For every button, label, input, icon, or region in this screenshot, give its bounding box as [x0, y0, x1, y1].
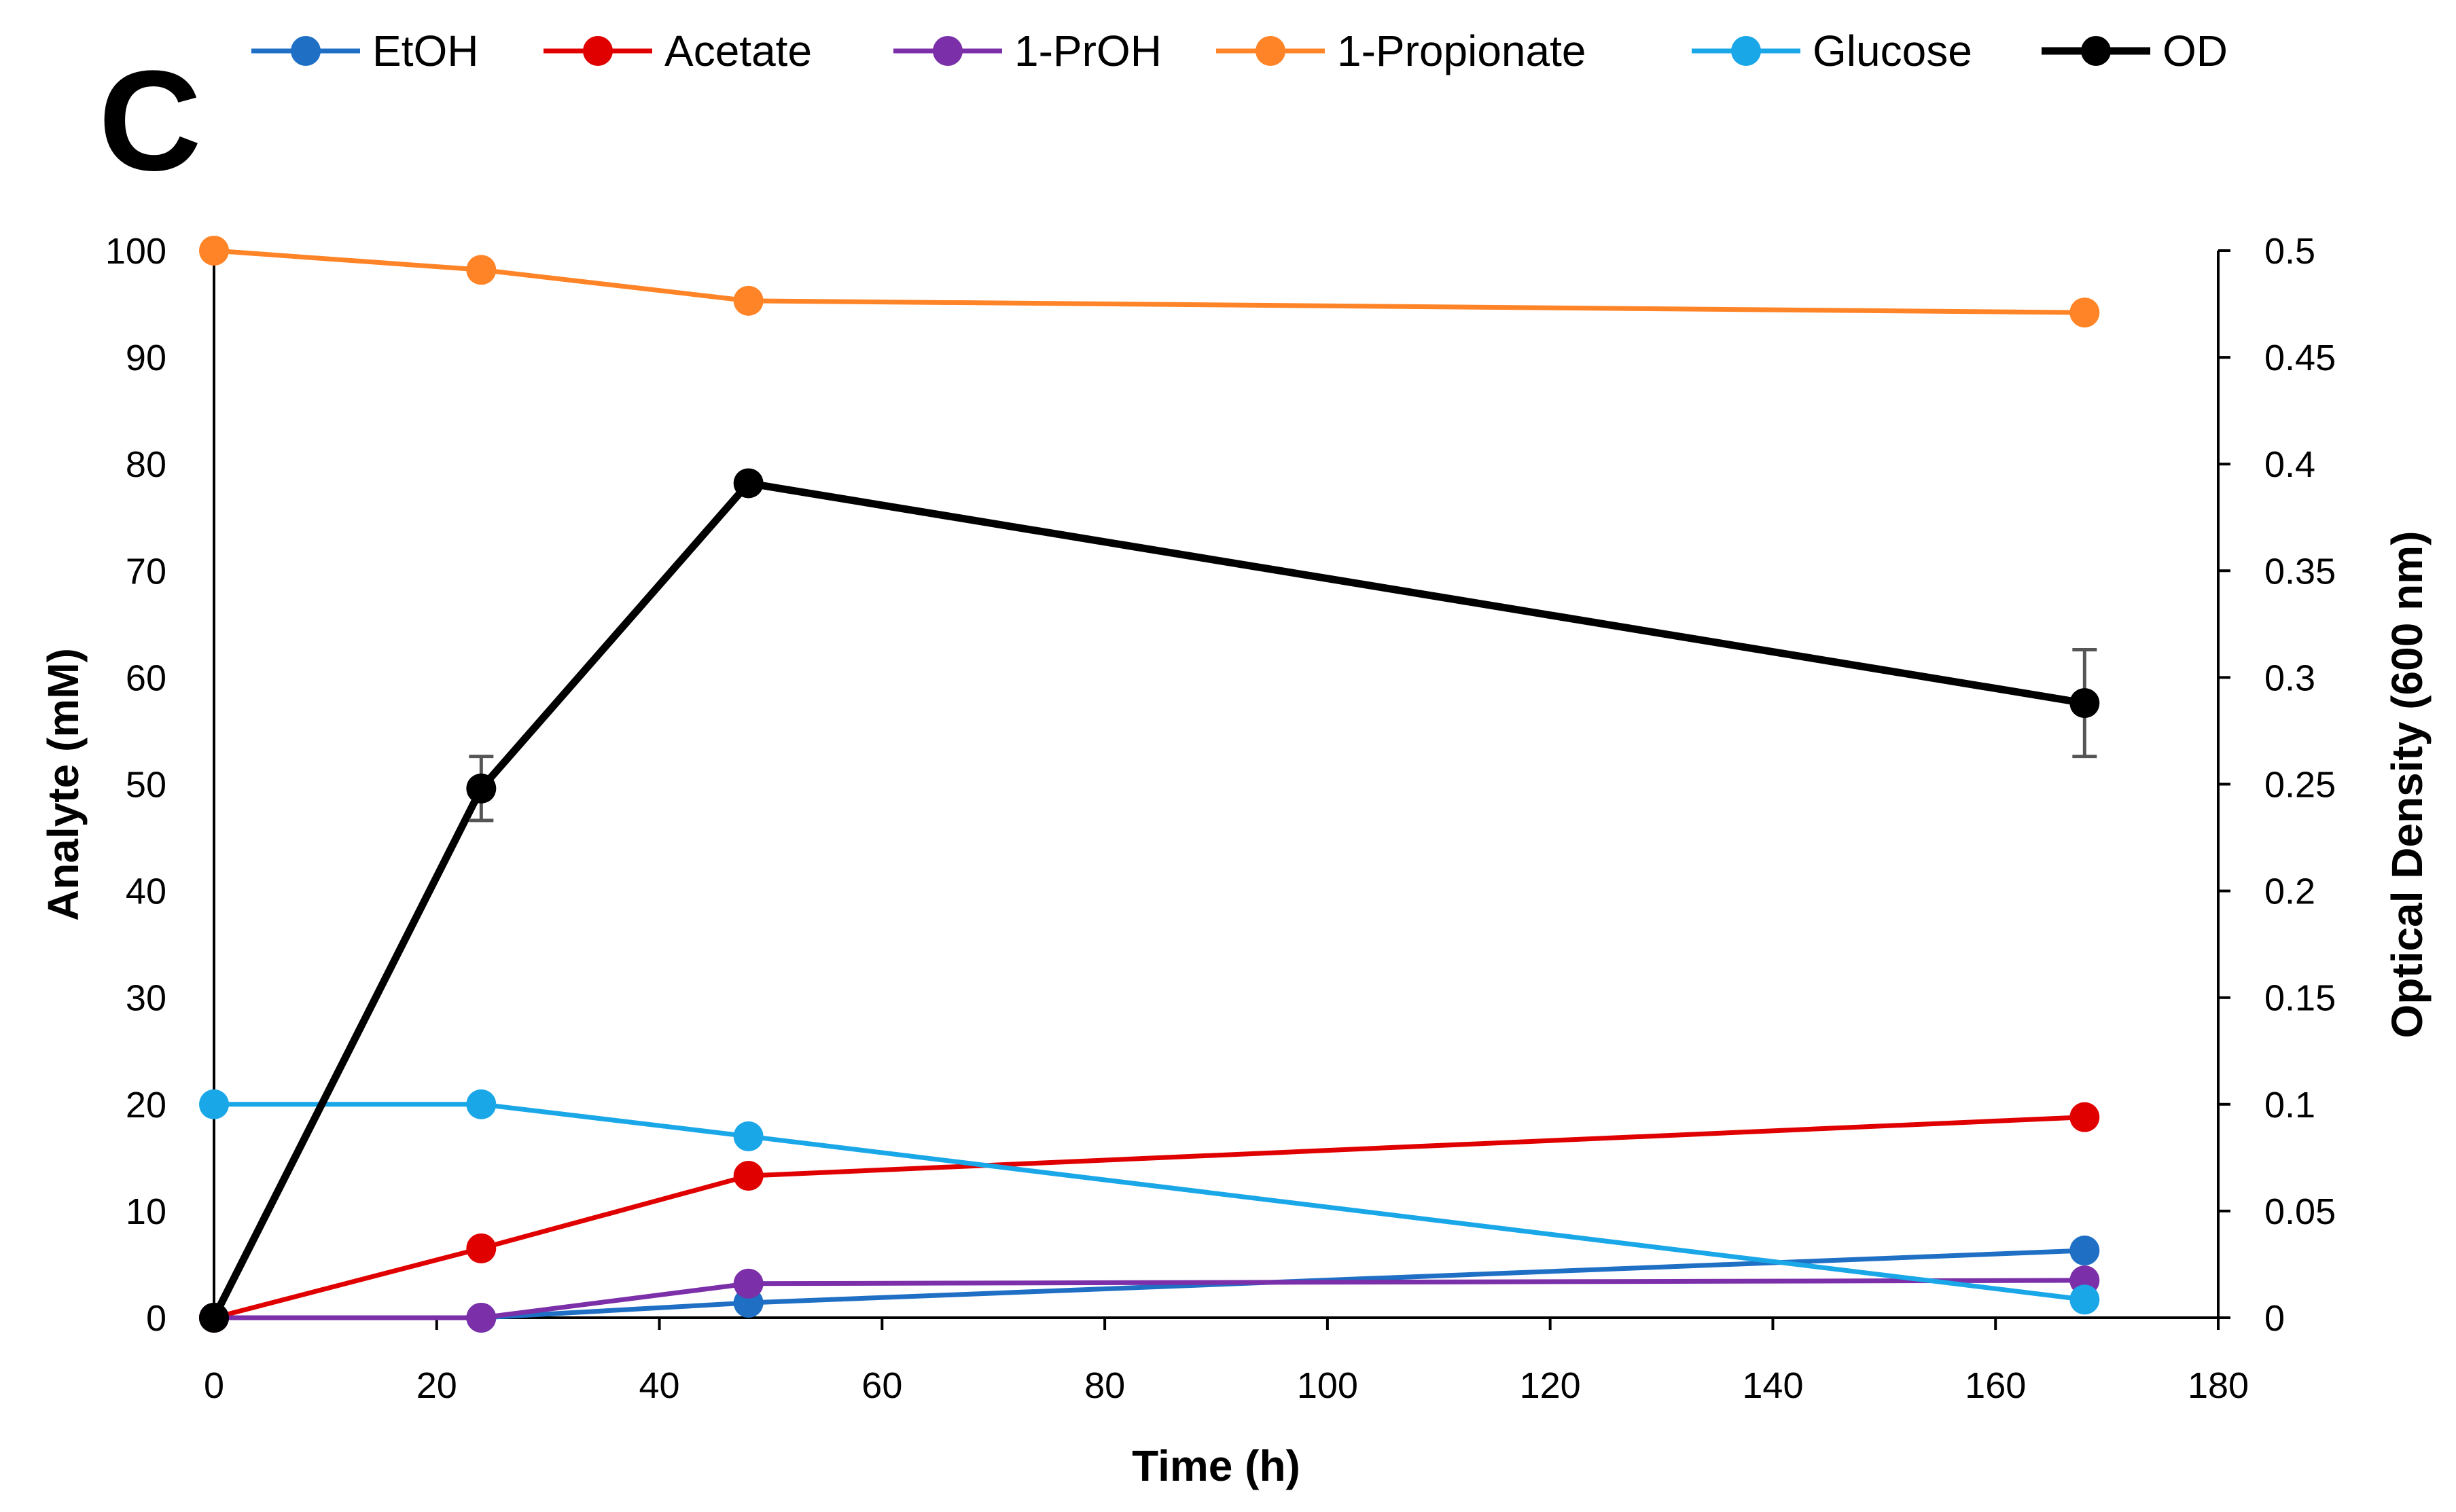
- data-point-od: [2069, 688, 2100, 719]
- y2-tick-label: 0.35: [2264, 551, 2336, 592]
- y2-tick-label: 0.25: [2264, 765, 2336, 806]
- x-tick-label: 100: [1297, 1365, 1358, 1406]
- data-point-1-propionate: [2069, 298, 2100, 328]
- legend-label: Acetate: [664, 26, 812, 75]
- series-line-acetate: [213, 1115, 2085, 1320]
- legend-marker: [2081, 36, 2111, 66]
- x-tick-label: 0: [204, 1365, 224, 1406]
- y2-tick-label: 0.05: [2264, 1191, 2336, 1232]
- series-line-glucose: [214, 1102, 2085, 1302]
- y-axis-title: Analyte (mM): [39, 648, 88, 921]
- data-point-glucose: [733, 1121, 764, 1151]
- series-glucose: [199, 1089, 2100, 1315]
- data-point-glucose: [199, 1089, 229, 1119]
- data-point-glucose: [466, 1089, 497, 1119]
- legend-marker: [583, 36, 613, 66]
- y-tick-label: 80: [126, 444, 166, 485]
- legend-item-1-proh: 1-PrOH: [893, 26, 1162, 75]
- x-tick-label: 60: [861, 1365, 902, 1406]
- data-point-1-propionate: [199, 236, 229, 266]
- data-point-acetate: [2069, 1102, 2100, 1132]
- series-line-1-proh: [214, 1278, 2085, 1320]
- y-tick-label: 70: [126, 551, 166, 592]
- y-tick-label: 50: [126, 765, 166, 806]
- panel-label: C: [99, 41, 202, 200]
- legend-item-etoh: EtOH: [251, 26, 478, 75]
- x-axis-title: Time (h): [1132, 1441, 1300, 1490]
- data-point-acetate: [466, 1233, 497, 1263]
- y-tick-label: 0: [146, 1298, 166, 1339]
- x-tick-label: 120: [1520, 1365, 1581, 1406]
- data-point-1-propionate: [466, 255, 497, 285]
- data-point-od: [733, 468, 764, 499]
- y2-axis-title: Optical Density (600 nm): [2383, 531, 2432, 1039]
- y-tick-label: 10: [126, 1191, 166, 1232]
- legend-label: 1-PrOH: [1014, 26, 1162, 75]
- series-line-1-propionate: [213, 248, 2085, 315]
- legend-marker: [1731, 36, 1761, 66]
- y2-tick-label: 0.45: [2264, 338, 2336, 378]
- data-point-etoh: [2069, 1236, 2100, 1266]
- x-tick-label: 160: [1965, 1365, 2026, 1406]
- data-point-1-proh: [466, 1303, 497, 1333]
- data-point-glucose: [2069, 1284, 2100, 1315]
- legend-item-1-propionate: 1-Propionate: [1216, 26, 1586, 75]
- legend: EtOH Acetate 1-PrOH 1-Propionate Glucose OD: [251, 26, 2228, 75]
- series-1-proh: [199, 1265, 2100, 1333]
- y2-tick-label: 0.5: [2264, 231, 2315, 272]
- x-tick-label: 180: [2188, 1365, 2249, 1406]
- y2-tick-label: 0.4: [2264, 444, 2315, 485]
- legend-label: Glucose: [1813, 26, 1972, 75]
- y-tick-label: 90: [126, 338, 166, 378]
- data-point-od: [466, 773, 497, 804]
- series-od: [199, 468, 2100, 1333]
- x-ticks: 0 20 40 60 80 100 120 140 160 180: [204, 1318, 2249, 1406]
- y-tick-label: 100: [105, 231, 166, 272]
- legend-label: OD: [2163, 26, 2228, 75]
- y2-ticks: 0 0.05 0.1 0.15 0.2 0.25 0.3 0.35 0.4 0.45 0.5: [2218, 231, 2336, 1339]
- data-point-od: [199, 1303, 229, 1333]
- legend-label: 1-Propionate: [1337, 26, 1586, 75]
- series-acetate: [199, 1102, 2100, 1333]
- data-point-1-proh: [733, 1268, 764, 1299]
- axes: [213, 251, 2220, 1319]
- legend-marker: [1256, 36, 1285, 66]
- data-point-1-propionate: [733, 285, 764, 316]
- y-tick-label: 60: [126, 658, 166, 698]
- x-tick-label: 140: [1742, 1365, 1803, 1406]
- x-tick-label: 80: [1084, 1365, 1125, 1406]
- legend-marker: [291, 36, 321, 66]
- x-tick-label: 20: [416, 1365, 457, 1406]
- y-tick-label: 30: [126, 978, 166, 1019]
- y2-tick-label: 0.2: [2264, 871, 2315, 912]
- x-tick-label: 40: [639, 1365, 680, 1406]
- series-1-propionate: [199, 236, 2100, 328]
- legend-item-acetate: Acetate: [544, 26, 812, 75]
- y2-tick-label: 0: [2264, 1298, 2285, 1339]
- y2-tick-label: 0.1: [2264, 1085, 2315, 1126]
- data-point-acetate: [733, 1161, 764, 1191]
- y-ticks: 0 10 20 30 40 50 60 70 80 90 100: [105, 231, 166, 1339]
- legend-marker: [933, 36, 963, 66]
- y-tick-label: 20: [126, 1085, 166, 1126]
- series-group: [199, 236, 2100, 1333]
- y-tick-label: 40: [126, 871, 166, 912]
- legend-item-od: OD: [2042, 26, 2228, 75]
- legend-item-glucose: Glucose: [1692, 26, 1972, 75]
- y2-tick-label: 0.15: [2264, 978, 2336, 1019]
- y2-tick-label: 0.3: [2264, 658, 2315, 698]
- series-line-od: [211, 479, 2086, 1320]
- legend-label: EtOH: [372, 26, 478, 75]
